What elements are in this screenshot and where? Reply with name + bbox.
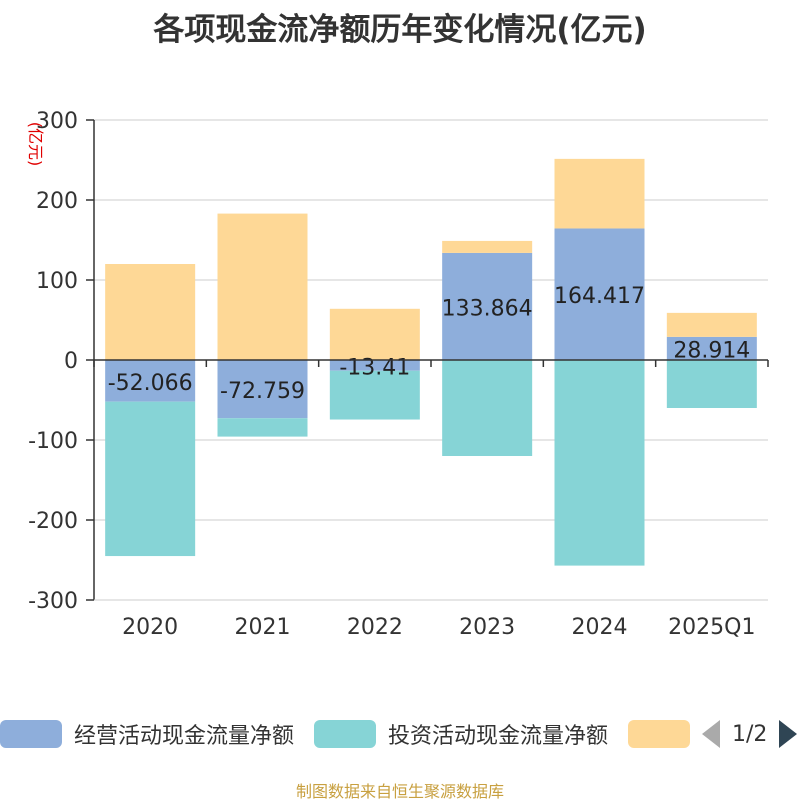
chart-title: 各项现金流净额历年变化情况(亿元) bbox=[153, 12, 647, 48]
x-tick-label: 2021 bbox=[235, 615, 291, 640]
bar-operating-2023 bbox=[442, 252, 533, 360]
legend-label-operating: 经营活动现金流量净额 bbox=[74, 724, 295, 749]
bar-investing-2023 bbox=[442, 360, 533, 456]
x-tick-label: 2025Q1 bbox=[668, 615, 755, 640]
pager-next-icon[interactable] bbox=[779, 720, 798, 748]
y-tick-label: -100 bbox=[28, 429, 78, 454]
legend-swatch-operating bbox=[0, 720, 62, 748]
data-label-operating-2024: 164.417 bbox=[554, 284, 645, 309]
legend-pager: 1/2 bbox=[702, 716, 798, 752]
bar-operating-2024 bbox=[554, 228, 645, 360]
y-tick-label: 0 bbox=[64, 349, 78, 374]
y-axis-label: (亿元) bbox=[26, 122, 45, 167]
bar-operating-2022 bbox=[329, 360, 420, 371]
legend-swatch-investing bbox=[314, 720, 377, 748]
bar-financing-2024 bbox=[554, 158, 645, 229]
bar-financing-2025Q1 bbox=[666, 312, 757, 337]
bar-financing-2020 bbox=[105, 264, 196, 360]
y-tick-label: -200 bbox=[28, 509, 78, 534]
bar-financing-2023 bbox=[442, 240, 533, 253]
x-tick-label: 2023 bbox=[459, 615, 515, 640]
bar-investing-2025Q1 bbox=[666, 360, 757, 408]
legend-item-financing[interactable] bbox=[628, 720, 702, 748]
legend-swatch-financing bbox=[628, 720, 691, 748]
data-label-operating-2021: -72.759 bbox=[220, 379, 305, 404]
x-tick-label: 2022 bbox=[347, 615, 403, 640]
bar-investing-2020 bbox=[105, 401, 196, 557]
bar-operating-2021 bbox=[217, 360, 308, 419]
source-note: 制图数据来自恒生聚源数据库 bbox=[295, 782, 504, 801]
data-label-operating-2023: 133.864 bbox=[442, 296, 533, 321]
pager-prev-icon[interactable] bbox=[702, 720, 720, 748]
y-tick-label: 200 bbox=[36, 189, 78, 214]
legend-item-operating[interactable]: 经营活动现金流量净额 bbox=[0, 718, 294, 750]
bar-financing-2022 bbox=[329, 308, 420, 360]
x-tick-label: 2020 bbox=[122, 615, 178, 640]
data-label-operating-2022: -13.41 bbox=[339, 355, 410, 380]
chart-legend: 经营活动现金流量净额 投资活动现金流量净额 bbox=[0, 716, 800, 752]
legend-item-investing[interactable]: 投资活动现金流量净额 bbox=[314, 718, 608, 750]
bar-operating-2020 bbox=[105, 360, 196, 402]
data-label-operating-2020: -52.066 bbox=[108, 371, 193, 396]
bar-investing-2024 bbox=[554, 360, 645, 566]
chart-plot: 300 200 100 0 -100 -200 -300 (亿元) -52.066 -72.759… bbox=[26, 109, 769, 640]
y-tick-label: 100 bbox=[36, 269, 78, 294]
bar-operating-2025Q1 bbox=[666, 336, 757, 360]
pager-text: 1/2 bbox=[732, 721, 768, 747]
y-tick-label: -300 bbox=[28, 589, 78, 614]
bar-investing-2021 bbox=[217, 418, 308, 437]
legend-label-investing: 投资活动现金流量净额 bbox=[388, 724, 609, 749]
bar-financing-2021 bbox=[217, 213, 308, 360]
x-tick-label: 2024 bbox=[572, 615, 628, 640]
bar-investing-2022 bbox=[329, 370, 420, 420]
y-tick-label: 300 bbox=[36, 109, 78, 134]
